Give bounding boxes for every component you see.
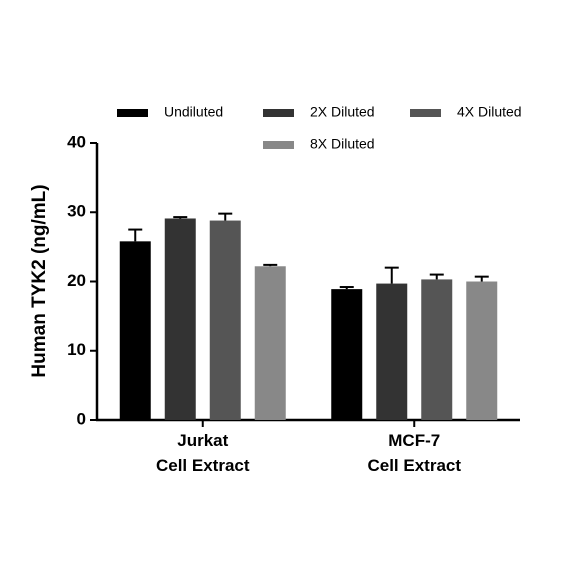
bar <box>421 279 453 420</box>
bar <box>209 220 241 420</box>
bar <box>376 283 408 420</box>
y-tick-label: 30 <box>67 202 86 221</box>
legend-label: 2X Diluted <box>310 104 375 120</box>
legend-swatch <box>263 109 294 117</box>
legend-swatch <box>263 141 294 149</box>
bar <box>254 266 286 420</box>
legend-swatch <box>117 109 148 117</box>
y-tick-label: 20 <box>67 271 86 290</box>
x-tick-label: MCF-7 Cell Extract <box>367 431 461 475</box>
legend-label: 8X Diluted <box>310 136 375 152</box>
x-tick-label: Jurkat Cell Extract <box>156 431 250 475</box>
y-axis-label: Human TYK2 (ng/mL) <box>29 184 50 377</box>
y-tick-label: 10 <box>67 340 86 359</box>
y-tick-label: 40 <box>67 132 86 151</box>
y-tick-label: 0 <box>77 409 86 428</box>
legend-label: Undiluted <box>164 104 223 120</box>
legend-swatch <box>410 109 441 117</box>
bar <box>466 281 498 420</box>
legend-label: 4X Diluted <box>457 104 522 120</box>
bar <box>164 218 196 420</box>
bar <box>119 241 151 420</box>
bar <box>331 289 363 420</box>
